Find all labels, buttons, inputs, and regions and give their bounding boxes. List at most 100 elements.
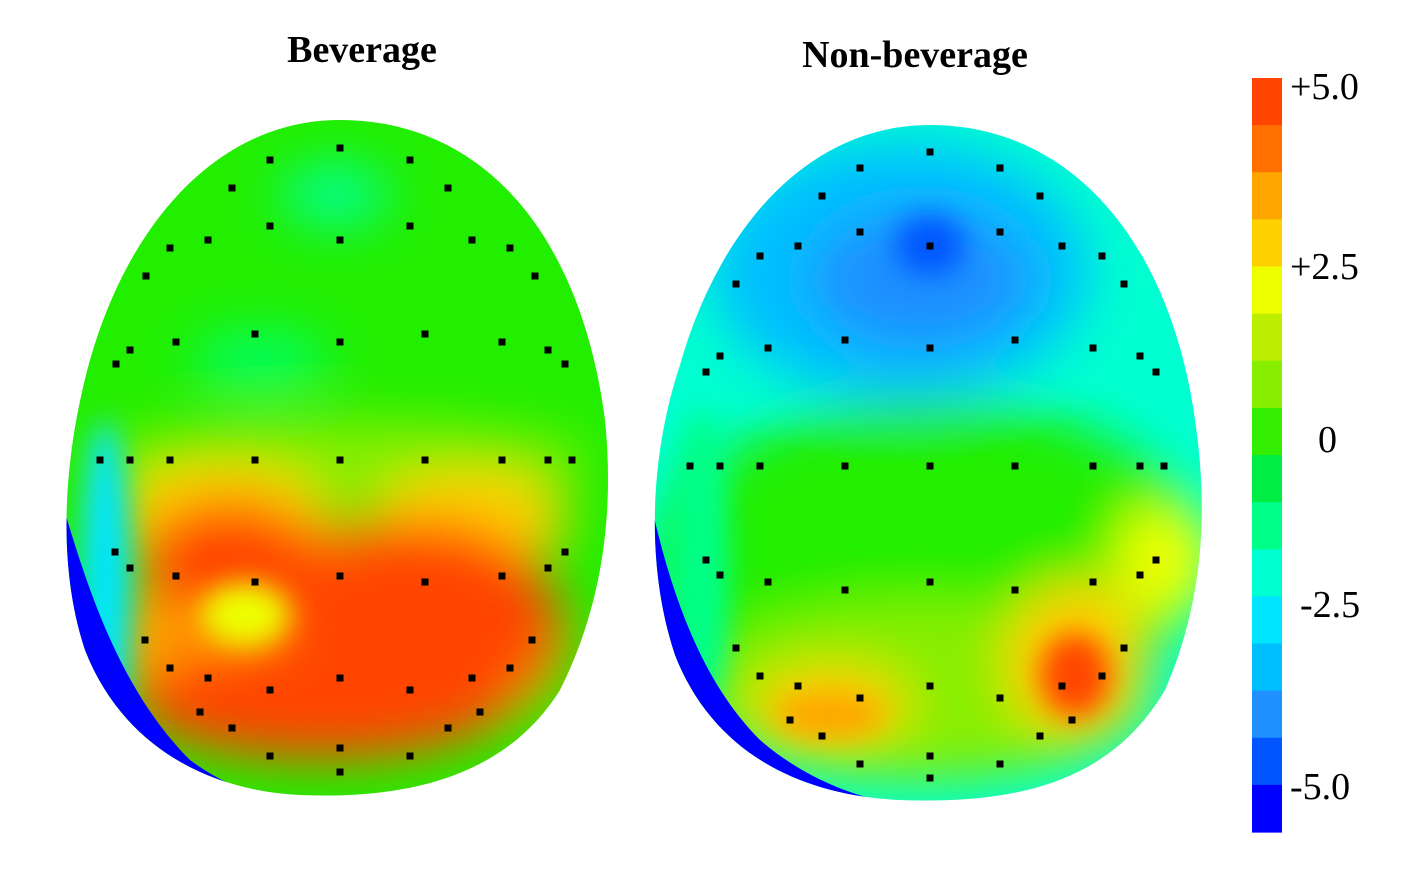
non-beverage-topomap [654, 125, 1202, 801]
electrode-dot [716, 462, 724, 470]
electrode-dot [204, 236, 212, 244]
electrode-dot [336, 236, 344, 244]
colorbar-step [1252, 407, 1282, 456]
electrode-dot [112, 360, 120, 368]
electrode-dot [228, 184, 236, 192]
electrode-dot [406, 686, 414, 694]
electrode-dot [228, 724, 236, 732]
electrode-dot [531, 272, 539, 280]
electrode-dot [142, 272, 150, 280]
electrode-dot [756, 672, 764, 680]
electrode-dot [141, 636, 149, 644]
colorbar-step [1252, 596, 1282, 645]
electrode-dot [1089, 462, 1097, 470]
electrode-dot [126, 456, 134, 464]
electrode-dot [506, 664, 514, 672]
electrode-dot [926, 752, 934, 760]
electrode-dot [251, 330, 259, 338]
electrode-dot [1036, 192, 1044, 200]
electrode-dot [166, 456, 174, 464]
colorbar [1252, 78, 1282, 833]
electrode-dot [818, 192, 826, 200]
electrode-dot [336, 144, 344, 152]
electrode-dot [1011, 586, 1019, 594]
electrode-dot [764, 344, 772, 352]
electrode-dot [506, 244, 514, 252]
non-beverage-electrodes [686, 148, 1168, 782]
colorbar-step [1252, 78, 1282, 126]
electrode-dot [111, 548, 119, 556]
electrode-dot [196, 708, 204, 716]
electrode-dot [716, 571, 724, 579]
beverage-topomap [66, 120, 609, 796]
electrode-dot [1120, 280, 1128, 288]
electrode-dot [561, 548, 569, 556]
electrode-dot [1136, 352, 1144, 360]
colorbar-tick-label: +5.0 [1290, 66, 1359, 108]
electrode-dot [926, 682, 934, 690]
electrode-dot [444, 184, 452, 192]
electrode-dot [476, 708, 484, 716]
electrode-dot [856, 228, 864, 236]
colorbar-step [1252, 737, 1282, 786]
electrode-dot [1036, 732, 1044, 740]
electrode-dot [786, 716, 794, 724]
electrode-dot [1089, 344, 1097, 352]
colorbar-tick-label: 0 [1318, 419, 1337, 461]
electrode-dot [204, 674, 212, 682]
electrode-dot [794, 682, 802, 690]
electrode-dot [336, 674, 344, 682]
electrode-dot [926, 578, 934, 586]
colorbar-step [1252, 172, 1282, 220]
colorbar-step [1252, 455, 1282, 503]
electrode-dot [926, 344, 934, 352]
electrode-dot [1136, 571, 1144, 579]
electrode-dot [561, 360, 569, 368]
electrode-dot [498, 572, 506, 580]
electrode-dot [1089, 578, 1097, 586]
electrode-dot [498, 456, 506, 464]
electrode-dot [841, 586, 849, 594]
electrode-dot [1058, 682, 1066, 690]
colorbar-step [1252, 125, 1282, 173]
electrode-dot [818, 732, 826, 740]
electrode-dot [266, 686, 274, 694]
electrode-dot [1011, 462, 1019, 470]
electrode-dot [1152, 556, 1160, 564]
electrode-dot [251, 456, 259, 464]
electrode-dot [996, 760, 1004, 768]
electrode-dot [568, 456, 576, 464]
electrode-dot [336, 768, 344, 776]
electrode-dot [926, 242, 934, 250]
electrode-dot [266, 752, 274, 760]
colorbar-tick-labels: +5.0 +2.5 0 -2.5 -5.0 [1290, 66, 1360, 808]
electrode-dot [1011, 336, 1019, 344]
electrode-dot [336, 456, 344, 464]
electrode-dot [756, 462, 764, 470]
electrode-dot [732, 280, 740, 288]
colorbar-tick-label: +2.5 [1290, 246, 1359, 288]
electrode-dot [841, 336, 849, 344]
electrode-dot [716, 352, 724, 360]
electrode-dot [926, 148, 934, 156]
electrode-dot [926, 462, 934, 470]
electrode-dot [444, 724, 452, 732]
colorbar-step [1252, 360, 1282, 409]
electrode-dot [251, 578, 259, 586]
electrode-dot [996, 228, 1004, 236]
electrode-dot [336, 744, 344, 752]
electrode-dot [166, 664, 174, 672]
electrode-dot [126, 346, 134, 354]
electrode-dot [1160, 462, 1168, 470]
electrode-dot [544, 564, 552, 572]
electrode-dot [266, 156, 274, 164]
electrode-dot [421, 578, 429, 586]
electrode-dot [1058, 242, 1066, 250]
electrode-dot [1068, 716, 1076, 724]
electrode-dot [544, 456, 552, 464]
colorbar-step [1252, 690, 1282, 739]
electrode-dot [166, 244, 174, 252]
electrode-dot [1098, 672, 1106, 680]
electrode-dot [406, 222, 414, 230]
electrode-dot [856, 164, 864, 172]
